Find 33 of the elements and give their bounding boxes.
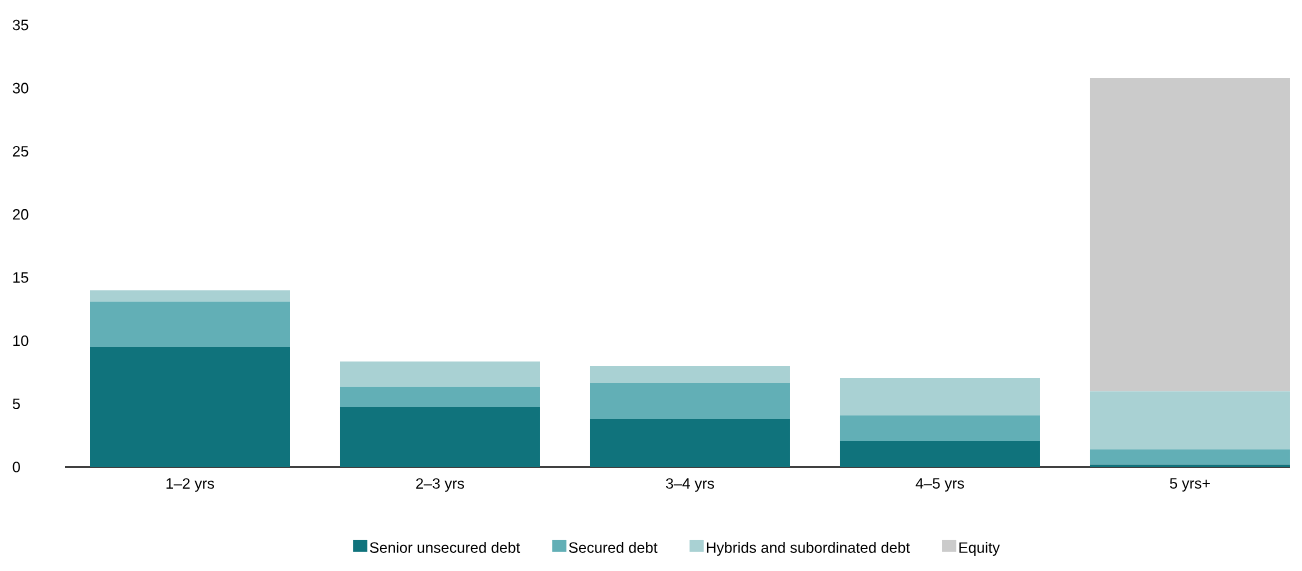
y-tick-label: 30 — [12, 82, 29, 94]
x-tick-label: 1–2 yrs — [166, 478, 215, 492]
y-tick-label: 0 — [12, 461, 20, 473]
bar — [1089, 78, 1290, 392]
x-tick-label: 2–3 yrs — [416, 478, 465, 492]
bar — [340, 386, 540, 408]
x-tick-label: 4–5 yrs — [915, 478, 965, 492]
y-tick-label: 20 — [12, 209, 29, 220]
bar — [1089, 449, 1290, 465]
y-tick-label: 25 — [12, 145, 29, 157]
bar — [589, 419, 790, 467]
y-tick-label: 15 — [13, 272, 29, 283]
legend-label: Hybrids and subordinated debt — [706, 541, 910, 556]
bar — [589, 365, 790, 384]
y-tick-label: 35 — [12, 19, 29, 31]
bar — [839, 415, 1040, 442]
x-tick-label: 3–4 yrs — [665, 478, 715, 492]
legend-label: Secured debt — [569, 541, 658, 553]
bar — [589, 383, 790, 420]
bar — [1089, 391, 1290, 450]
y-tick-label: 10 — [13, 335, 29, 347]
bar — [1089, 464, 1290, 467]
bar — [340, 407, 540, 467]
bar — [90, 290, 290, 302]
bar — [839, 377, 1040, 416]
y-tick-label: 5 — [12, 398, 20, 410]
x-tick-label: 5 yrs+ — [1169, 478, 1210, 492]
legend-label: Senior unsecured debt — [369, 541, 521, 553]
bar — [839, 441, 1040, 467]
legend-label: Equity — [959, 541, 1000, 556]
bar — [90, 347, 290, 467]
bar — [90, 301, 290, 348]
bar — [340, 361, 540, 387]
